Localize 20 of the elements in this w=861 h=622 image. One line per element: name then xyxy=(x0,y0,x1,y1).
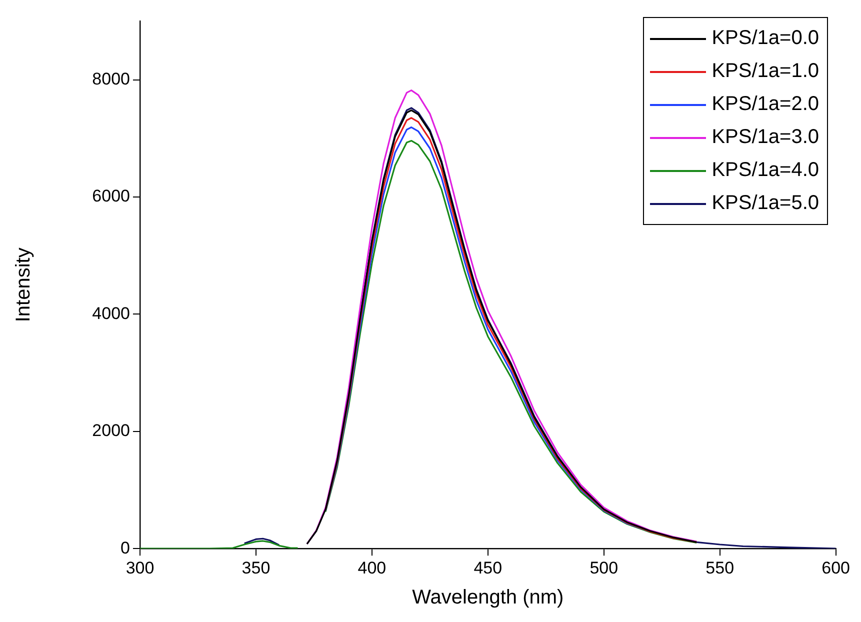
legend-label: KPS/1a=0.0 xyxy=(712,27,819,50)
x-axis-title: Wavelength (nm) xyxy=(412,586,564,609)
legend-label: KPS/1a=3.0 xyxy=(712,126,819,149)
x-tick-label: 550 xyxy=(706,558,734,578)
x-tick-label: 300 xyxy=(126,558,154,578)
y-tick-label: 6000 xyxy=(92,186,130,206)
y-tick-label: 2000 xyxy=(92,421,130,440)
y-tick-label: 0 xyxy=(120,538,130,558)
x-tick-label: 400 xyxy=(358,558,386,578)
legend-label: KPS/1a=1.0 xyxy=(712,60,819,83)
y-tick-label: 4000 xyxy=(92,304,130,323)
x-tick-label: 350 xyxy=(242,558,270,578)
legend-label: KPS/1a=2.0 xyxy=(712,93,819,116)
x-tick-label: 600 xyxy=(822,558,850,578)
x-tick-label: 500 xyxy=(590,558,618,578)
y-axis-title: Intensity xyxy=(12,248,35,322)
legend-label: KPS/1a=4.0 xyxy=(712,159,819,182)
legend-label: KPS/1a=5.0 xyxy=(712,192,819,215)
y-tick-label: 8000 xyxy=(92,69,130,88)
x-tick-label: 450 xyxy=(474,558,502,578)
